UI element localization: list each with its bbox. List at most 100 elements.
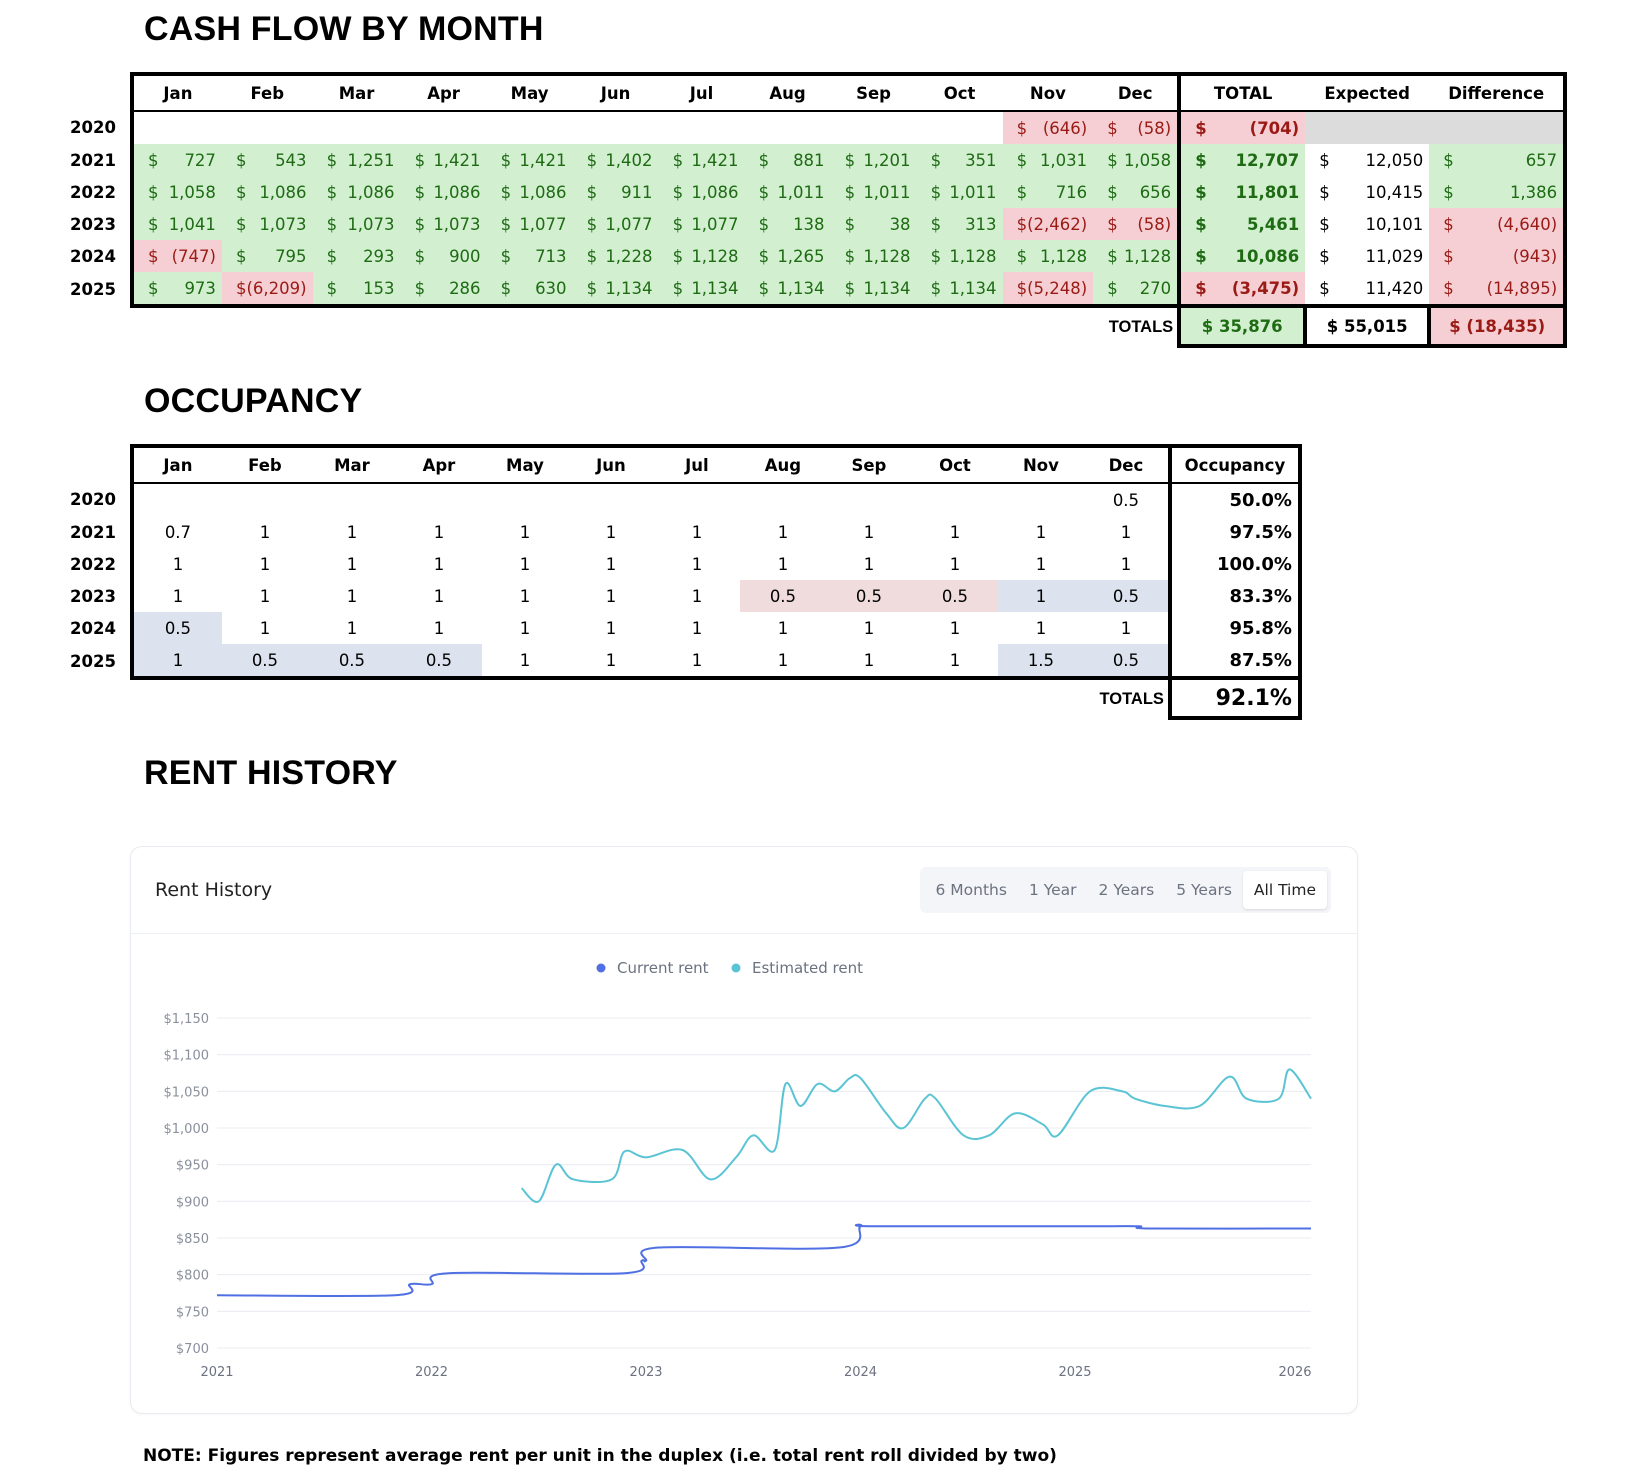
occupancy-cell: 1	[777, 554, 789, 574]
range-option-1-year[interactable]: 1 Year	[1028, 881, 1077, 899]
amount: 1,058	[1123, 150, 1172, 170]
currency-symbol: $	[1016, 150, 1028, 170]
row-total: $5,461	[1179, 208, 1306, 240]
amount: 657	[1525, 150, 1558, 170]
occupancy-cell: 1	[1083, 548, 1172, 580]
row-difference: $ (4,640)	[1429, 208, 1568, 240]
cash-value: $351	[917, 151, 1003, 170]
occupancy-cell: 1	[519, 554, 531, 574]
month-header: Oct	[916, 72, 1003, 112]
month-cell: $973	[129, 272, 222, 308]
amount: 1,011	[949, 182, 997, 202]
amount: 1,228	[605, 246, 653, 266]
month-cell	[917, 111, 1003, 144]
currency-symbol: $	[1319, 182, 1330, 202]
month-cell: $1,086	[658, 176, 745, 208]
currency-symbol: $	[758, 214, 770, 234]
occupancy-cell: 0.5	[307, 644, 396, 680]
grand-difference: $ (18,435)	[1427, 304, 1568, 348]
amount: 1,031	[1039, 150, 1088, 170]
range-option-6-months[interactable]: 6 Months	[935, 881, 1007, 899]
amount: (4,640)	[1497, 214, 1558, 234]
currency-symbol: $	[1195, 246, 1207, 266]
range-option-5-years[interactable]: 5 Years	[1176, 881, 1232, 899]
month-cell: $286	[400, 272, 487, 308]
table-row: 2025 $973 $ (6,209) $153 $286 $630 $1,134 $1,134…	[70, 272, 1568, 308]
difference-value: $1,386	[1429, 182, 1561, 202]
currency-symbol: $	[672, 246, 684, 266]
month-cell: $1,402	[572, 144, 659, 176]
y-tick-label: $750	[176, 1305, 209, 1320]
currency-symbol: $	[844, 214, 856, 234]
cash-value: $1,086	[487, 183, 573, 202]
currency-symbol: $	[1319, 150, 1330, 170]
cash-value: $1,077	[659, 215, 745, 234]
x-tick-label: 2021	[200, 1365, 233, 1380]
month-cell: $1,073	[400, 208, 487, 240]
amount: 1,134	[949, 278, 997, 298]
currency-symbol: $	[326, 150, 338, 170]
month-cell	[831, 111, 917, 144]
month-cell: $1,077	[658, 208, 745, 240]
currency-symbol: $	[844, 246, 856, 266]
month-header: Dec	[1083, 444, 1172, 484]
amount: 1,128	[1039, 246, 1088, 266]
currency-symbol: $	[930, 278, 942, 298]
row-total: $ (704)	[1179, 111, 1306, 144]
month-cell: $ (646)	[1002, 111, 1094, 144]
year-label: 2025	[70, 279, 116, 299]
amount: 1,386	[1509, 182, 1558, 202]
month-header: Jun	[567, 444, 654, 484]
occupancy-pct: 50.0%	[1169, 483, 1302, 516]
occupancy-cell	[308, 483, 396, 516]
row-expected: $10,101	[1305, 208, 1429, 240]
occupancy-header: Occupancy	[1169, 444, 1302, 484]
difference-value: $ (14,895)	[1429, 279, 1561, 298]
row-difference: $ (14,895)	[1429, 272, 1568, 308]
occupancy-cell: 1	[605, 586, 617, 606]
currency-symbol: $	[758, 246, 770, 266]
currency-symbol: $	[500, 150, 512, 170]
amount: 1,077	[605, 214, 653, 234]
amount: 12,707	[1235, 150, 1300, 170]
total-header: Expected	[1305, 72, 1430, 112]
difference-value: $ (4,640)	[1429, 214, 1561, 234]
amount: 10,101	[1365, 214, 1424, 234]
amount: (58)	[1137, 214, 1172, 234]
cash-value: $1,134	[745, 279, 831, 298]
month-cell: $713	[486, 240, 573, 272]
range-option-all-time[interactable]: All Time	[1242, 871, 1327, 909]
cash-value: $138	[745, 215, 831, 234]
month-cell: $ (58)	[1093, 208, 1182, 240]
currency-symbol: $	[1016, 278, 1028, 298]
month-header: Apr	[395, 444, 482, 484]
amount: 10,086	[1235, 246, 1300, 266]
amount: 1,421	[519, 150, 567, 170]
cash-value: $1,128	[1093, 247, 1175, 266]
cash-value: $ (58)	[1093, 119, 1175, 138]
amount: 1,421	[691, 150, 739, 170]
month-cell: $1,128	[658, 240, 745, 272]
currency-symbol: $	[672, 214, 684, 234]
amount: 1,086	[691, 182, 739, 202]
currency-symbol: $	[414, 150, 426, 170]
month-cell: $1,134	[572, 272, 659, 308]
cash-value: $911	[573, 183, 659, 202]
occupancy-cell: 1	[346, 618, 358, 638]
amount: 881	[793, 150, 825, 170]
currency-symbol: $	[1016, 246, 1028, 266]
month-header: Sep	[830, 72, 917, 112]
row-difference: $ (943)	[1429, 240, 1568, 272]
year-label: 2024	[70, 618, 116, 638]
cash-value: $900	[401, 247, 487, 266]
legend-marker	[731, 963, 741, 973]
currency-symbol: $	[147, 246, 159, 266]
cashflow-title: CASH FLOW BY MONTH	[144, 10, 544, 48]
cash-value: $1,201	[831, 151, 917, 170]
range-option-2-years[interactable]: 2 Years	[1098, 881, 1155, 899]
month-header: Oct	[911, 444, 998, 484]
occupancy-cell	[129, 483, 222, 516]
currency-symbol: $	[147, 150, 159, 170]
currency-symbol: $	[672, 150, 684, 170]
currency-symbol: $	[500, 246, 512, 266]
